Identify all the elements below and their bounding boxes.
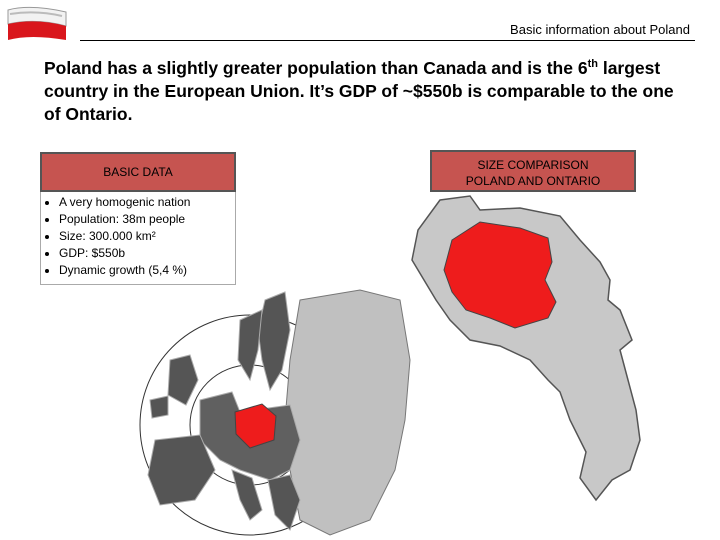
title-line: POLAND AND ONTARIO [465,174,601,188]
headline: Poland has a slightly greater population… [44,53,694,126]
logo [7,6,67,40]
bullet-item: Population: 38m people [59,211,235,228]
headline-text: largest country in the European Union. I… [44,57,674,124]
basic-data-title: BASIC DATA [40,152,236,192]
size-comparison-title: SIZE COMPARISON POLAND AND ONTARIO [430,150,636,192]
bullet-item: A very homogenic nation [59,194,235,211]
header-title: Basic information about Poland [510,22,690,37]
headline-superscript: th [587,58,598,70]
europe-map [139,289,411,536]
title-line: SIZE COMPARISON [477,158,589,172]
headline-text: Poland has a slightly greater population… [44,57,588,78]
bullet-item: Size: 300.000 km² [59,228,235,245]
header-rule [80,40,695,41]
basic-data-list: A very homogenic nationPopulation: 38m p… [40,192,236,285]
bullet-list: A very homogenic nationPopulation: 38m p… [41,194,235,279]
bullet-item: Dynamic growth (5,4 %) [59,262,235,279]
bullet-item: GDP: $550b [59,245,235,262]
ontario-map [411,195,641,502]
